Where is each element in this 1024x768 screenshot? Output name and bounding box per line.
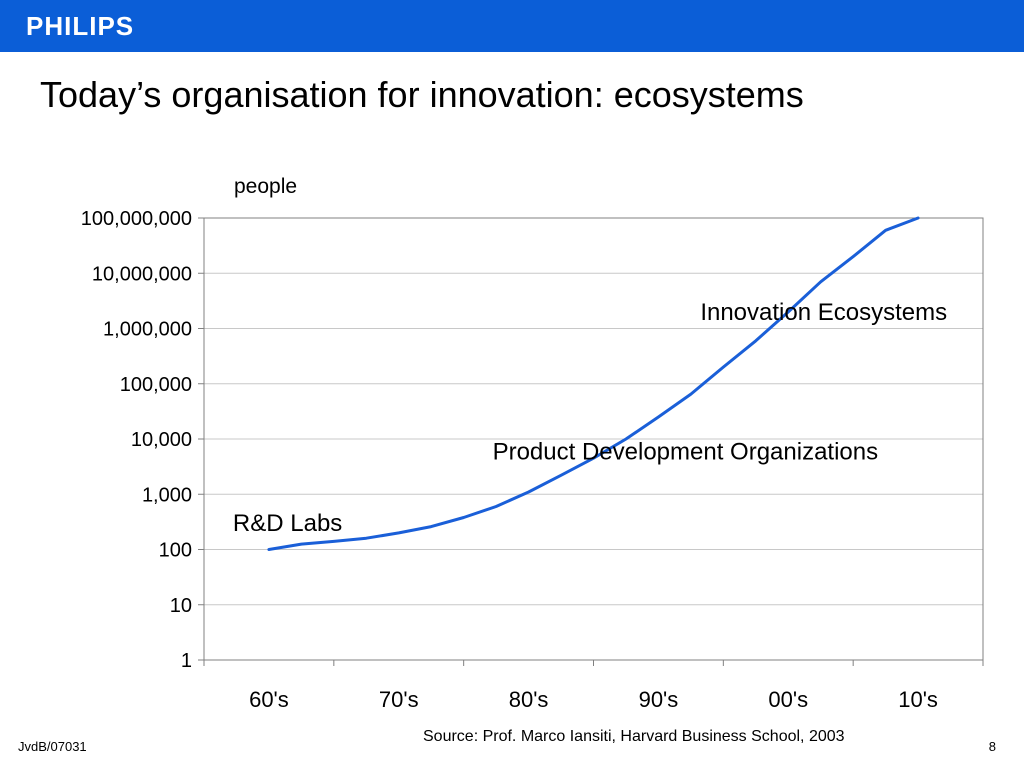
x-tick-label: 80's bbox=[509, 687, 549, 712]
y-tick-label: 100,000,000 bbox=[81, 208, 192, 230]
x-tick-label: 90's bbox=[639, 687, 679, 712]
source-note: Source: Prof. Marco Iansiti, Harvard Bus… bbox=[423, 728, 845, 745]
y-tick-label: 1 bbox=[181, 650, 192, 672]
chart-annotation: R&D Labs bbox=[233, 510, 342, 537]
y-tick-label: 10,000,000 bbox=[92, 263, 192, 285]
y-axis-label: people bbox=[234, 175, 297, 198]
y-tick-label: 100,000 bbox=[120, 374, 192, 396]
x-tick-label: 10's bbox=[898, 687, 938, 712]
series-line bbox=[267, 216, 920, 551]
x-tick-label: 60's bbox=[249, 687, 289, 712]
y-tick-label: 1,000,000 bbox=[103, 319, 192, 341]
y-tick-label: 10,000 bbox=[131, 429, 192, 451]
slide-title: Today’s organisation for innovation: eco… bbox=[40, 74, 804, 115]
philips-logo: PHILIPS bbox=[26, 11, 135, 41]
x-tick-label: 70's bbox=[379, 687, 419, 712]
page-number: 8 bbox=[988, 739, 996, 754]
y-tick-label: 10 bbox=[170, 595, 192, 617]
chart-annotation: Innovation Ecosystems bbox=[700, 299, 947, 326]
header-bar: PHILIPS bbox=[0, 0, 1024, 52]
y-tick-label: 100 bbox=[159, 540, 192, 562]
chart-annotation: Product Development Organizations bbox=[493, 438, 879, 465]
y-tick-label: 1,000 bbox=[142, 484, 192, 506]
footer-author-code: JvdB/07031 bbox=[18, 739, 87, 754]
x-tick-label: 00's bbox=[768, 687, 808, 712]
